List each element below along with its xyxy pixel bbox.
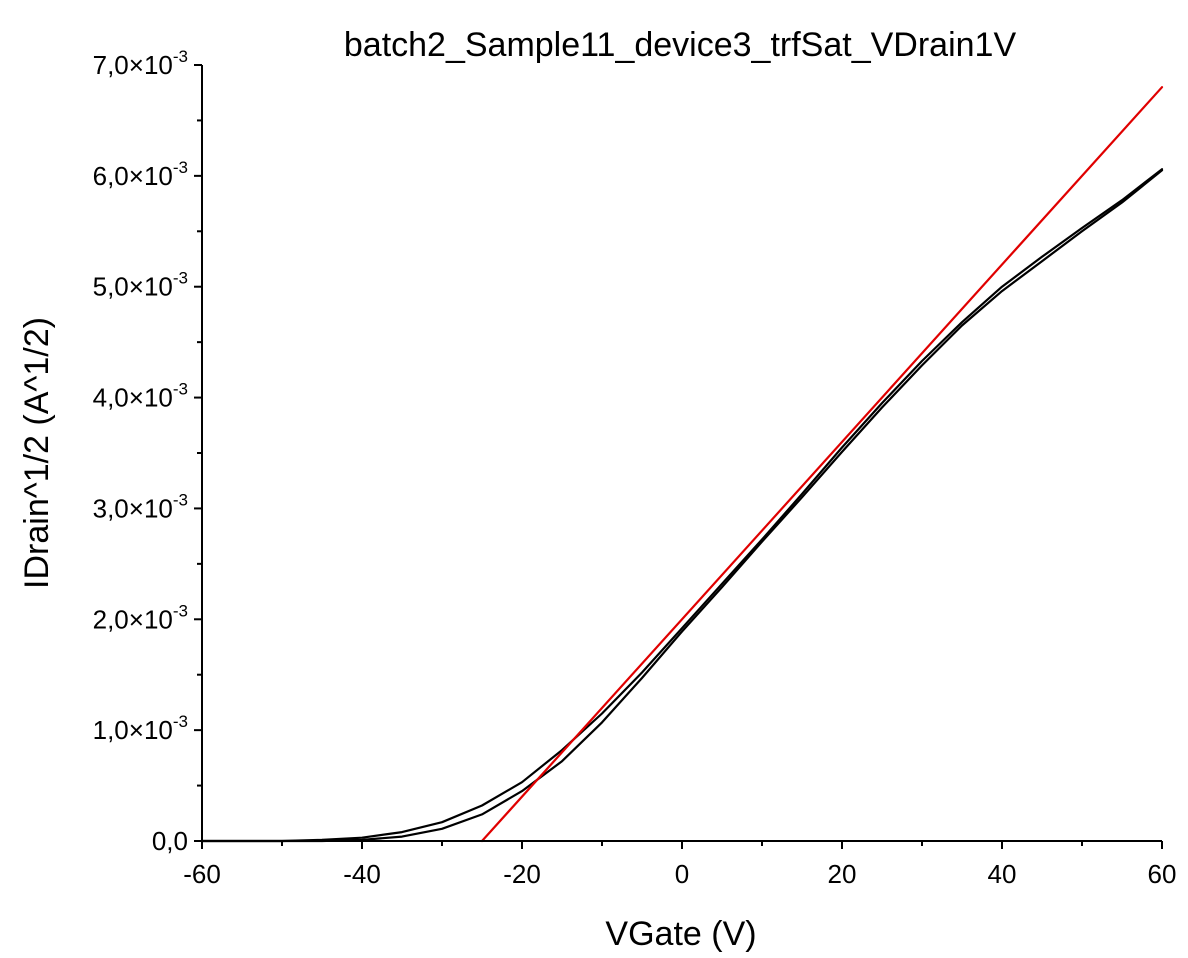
x-tick-label: -20 (503, 859, 541, 889)
y-ticks: 0,0 1,0×10-3 2,0×10-3 3,0×10-3 4,0×10-3 5,0×1… (93, 47, 202, 856)
y-tick-label: 3,0×10-3 (93, 490, 188, 523)
plot-area: -60 -40 -20 0 20 40 60 0,0 1,0×10-3 2,0×10-3 3,0×… (93, 47, 1177, 889)
x-tick-label: 60 (1148, 859, 1177, 889)
fit-line (480, 86, 1164, 843)
data-curve (200, 169, 1164, 843)
y-tick-label: 7,0×10-3 (93, 47, 188, 80)
x-tick-label: 20 (828, 859, 857, 889)
chart-title: batch2_Sample11_device3_trfSat_VDrain1V (344, 26, 1017, 64)
y-tick-label: 0,0 (152, 826, 188, 856)
y-tick-label: 2,0×10-3 (93, 601, 188, 634)
x-tick-label: -60 (183, 859, 221, 889)
x-tick-label: 40 (988, 859, 1017, 889)
y-tick-label: 6,0×10-3 (93, 158, 188, 191)
x-tick-label: -40 (343, 859, 381, 889)
y-tick-label: 5,0×10-3 (93, 269, 188, 302)
x-ticks: -60 -40 -20 0 20 40 60 (183, 841, 1176, 889)
y-tick-label: 4,0×10-3 (93, 380, 188, 413)
x-axis-label: VGate (V) (605, 915, 756, 953)
data-curve (200, 168, 1164, 843)
x-tick-label: 0 (675, 859, 689, 889)
y-tick-label: 1,0×10-3 (93, 712, 188, 745)
series-group (200, 86, 1164, 843)
y-axis-label: IDrain^1/2 (A^1/2) (18, 317, 56, 589)
